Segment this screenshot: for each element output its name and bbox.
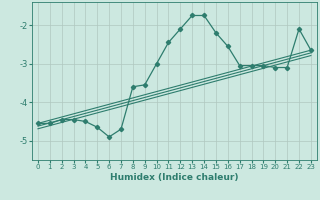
X-axis label: Humidex (Indice chaleur): Humidex (Indice chaleur) xyxy=(110,173,239,182)
